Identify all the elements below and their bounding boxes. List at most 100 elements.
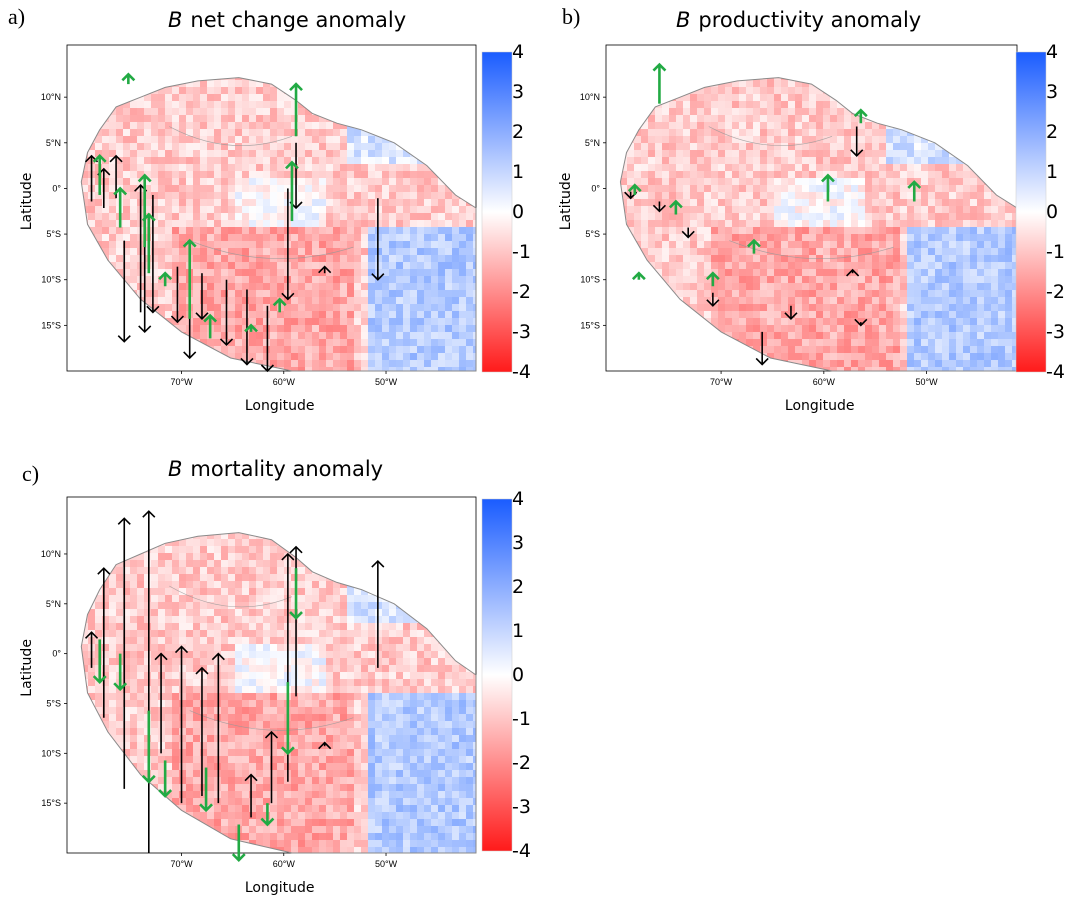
colorbar-label: 4 bbox=[1046, 41, 1058, 63]
black-arrow bbox=[318, 265, 332, 274]
black-arrow bbox=[240, 289, 254, 366]
colorbar-label: 2 bbox=[512, 121, 524, 143]
green-arrow bbox=[272, 297, 287, 313]
colorbar-label: 2 bbox=[1046, 121, 1058, 143]
colorbar-label: 1 bbox=[512, 161, 524, 183]
black-arrow bbox=[211, 652, 225, 804]
black-arrow bbox=[170, 266, 184, 324]
green-arrow bbox=[652, 62, 667, 104]
colorbar-label: 1 bbox=[1046, 161, 1058, 183]
colorbar-label: 3 bbox=[512, 532, 524, 554]
green-arrow bbox=[285, 160, 299, 222]
colorbar-label: -3 bbox=[1046, 321, 1065, 343]
green-arrow bbox=[182, 238, 197, 319]
panel-letter: b) bbox=[562, 4, 581, 29]
black-arrow bbox=[850, 126, 864, 157]
colorbar bbox=[1015, 51, 1047, 373]
green-arrow bbox=[113, 653, 128, 692]
green-arrow bbox=[747, 238, 761, 254]
green-arrow bbox=[231, 824, 246, 862]
y-axis-title: Latitude bbox=[19, 173, 35, 231]
y-axis-title: Latitude bbox=[558, 173, 574, 231]
black-arrow bbox=[854, 318, 868, 327]
colorbar-label: -4 bbox=[1046, 361, 1065, 383]
green-arrow bbox=[907, 180, 922, 202]
green-arrow bbox=[203, 313, 218, 339]
y-tick-label: 0° bbox=[52, 183, 61, 193]
y-tick-label: 0° bbox=[52, 649, 61, 659]
panel-title-symbol: B bbox=[168, 8, 183, 32]
panel-letter: c) bbox=[22, 461, 40, 486]
black-arrow bbox=[784, 305, 798, 320]
colorbar bbox=[481, 498, 513, 852]
y-tick-label: 10°S bbox=[41, 275, 61, 285]
colorbar-label: -4 bbox=[512, 361, 531, 383]
colorbar-label: 1 bbox=[512, 620, 524, 642]
panel-title-symbol: B bbox=[676, 8, 691, 32]
black-arrow bbox=[142, 510, 156, 853]
x-axis-title: Longitude bbox=[785, 398, 855, 414]
green-arrow bbox=[289, 82, 303, 137]
y-axis-title: Latitude bbox=[19, 639, 35, 697]
panel-title-text: net change anomaly bbox=[190, 8, 407, 32]
black-arrow bbox=[117, 517, 131, 789]
black-arrow bbox=[84, 631, 99, 668]
colorbar-label: -4 bbox=[512, 840, 531, 862]
colorbar-label: -2 bbox=[512, 281, 531, 303]
y-tick-label: 10°S bbox=[580, 275, 600, 285]
black-arrow bbox=[195, 666, 209, 797]
colorbar-label: 4 bbox=[512, 41, 524, 63]
x-tick-label: 60°W bbox=[273, 377, 296, 387]
green-arrow bbox=[631, 271, 646, 281]
x-tick-label: 50°W bbox=[375, 377, 398, 387]
colorbar-label: 0 bbox=[512, 664, 524, 686]
green-arrow bbox=[705, 271, 720, 287]
green-arrow bbox=[121, 72, 136, 85]
y-tick-label: 10°N bbox=[580, 92, 600, 102]
black-arrow bbox=[195, 273, 209, 320]
black-arrow bbox=[318, 741, 332, 750]
black-arrow bbox=[371, 559, 385, 668]
colorbar-label: 0 bbox=[1046, 201, 1058, 223]
green-arrow bbox=[141, 212, 156, 274]
y-tick-label: 10°N bbox=[41, 549, 61, 559]
black-arrow bbox=[260, 305, 274, 373]
y-tick-label: 10°S bbox=[41, 748, 61, 758]
y-tick-label: 5°S bbox=[585, 229, 600, 239]
x-tick-label: 50°W bbox=[375, 859, 398, 869]
y-tick-label: 5°S bbox=[46, 229, 61, 239]
map-plot: 10°N 5°N 0° 5°S 10°S 15°S 70°W 60°W 50°W Longitud… bbox=[19, 488, 531, 896]
colorbar-label: 3 bbox=[1046, 81, 1058, 103]
black-arrow bbox=[174, 645, 189, 804]
colorbar-label: 0 bbox=[512, 201, 524, 223]
black-arrow bbox=[371, 198, 385, 281]
black-arrow bbox=[755, 331, 769, 366]
panel-title-text: mortality anomaly bbox=[190, 457, 384, 481]
x-tick-label: 50°W bbox=[916, 377, 939, 387]
x-tick-label: 60°W bbox=[813, 377, 836, 387]
panel-letter: a) bbox=[8, 4, 26, 29]
y-tick-label: 5°N bbox=[585, 138, 600, 148]
colorbar-label: -3 bbox=[512, 321, 531, 343]
green-arrow bbox=[260, 803, 275, 827]
y-tick-label: 10°N bbox=[41, 92, 61, 102]
y-tick-label: 15°S bbox=[41, 798, 61, 808]
y-tick-label: 5°S bbox=[46, 698, 61, 708]
black-arrow bbox=[97, 567, 111, 718]
green-arrow bbox=[821, 173, 835, 202]
colorbar-label: 3 bbox=[512, 81, 524, 103]
black-arrow bbox=[264, 730, 279, 804]
colorbar-label: -1 bbox=[512, 241, 531, 263]
green-arrow bbox=[158, 271, 173, 287]
green-arrow bbox=[627, 183, 642, 195]
station-arrows bbox=[624, 62, 922, 366]
green-arrow bbox=[853, 108, 868, 124]
y-tick-label: 5°N bbox=[46, 138, 61, 148]
panel-title-text: productivity anomaly bbox=[698, 8, 922, 32]
black-arrow bbox=[219, 279, 234, 347]
